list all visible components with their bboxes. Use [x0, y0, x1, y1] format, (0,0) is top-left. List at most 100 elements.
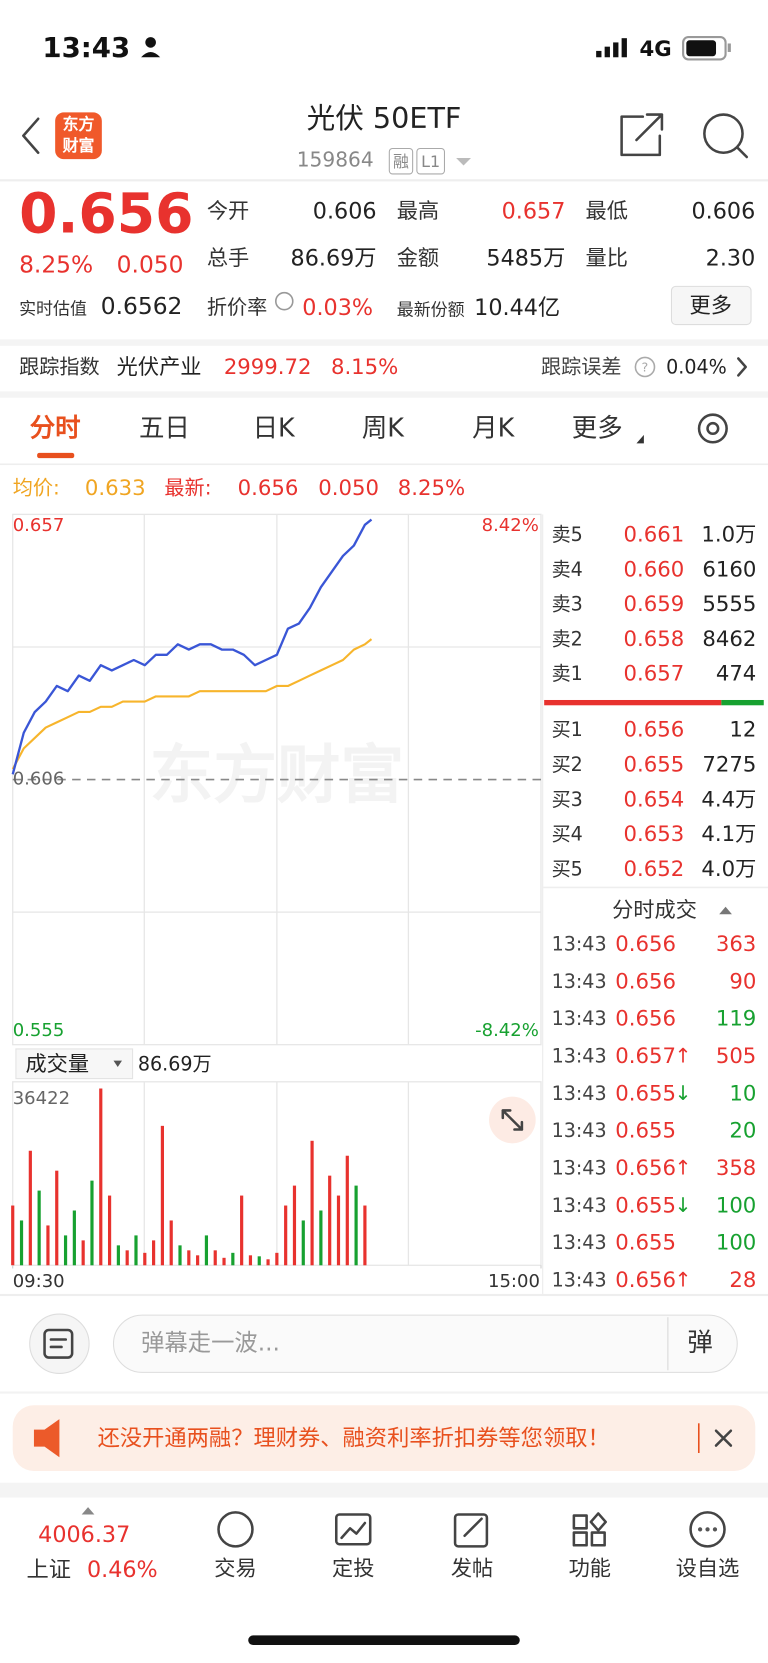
- volume-bar: [90, 1180, 94, 1266]
- price-line: [11, 518, 373, 775]
- book-label: 买1: [552, 718, 583, 741]
- close-button[interactable]: [714, 1429, 733, 1447]
- book-label: 卖3: [552, 593, 583, 616]
- trade-price: 0.656: [615, 1007, 676, 1032]
- book-price: 0.659: [623, 592, 684, 617]
- volume-bar: [363, 1205, 367, 1266]
- divider: [0, 463, 768, 466]
- help-icon[interactable]: [634, 356, 656, 378]
- book-price: 0.652: [623, 857, 684, 882]
- trade-time: 13:43: [552, 1007, 607, 1030]
- chevron[interactable]: [737, 357, 747, 377]
- tab[interactable]: 日K: [253, 414, 296, 444]
- index-pct[interactable]: 0.46%: [87, 1557, 158, 1583]
- book-volume: 8462: [702, 627, 756, 652]
- dropdown-arrow: [113, 1060, 122, 1067]
- trade-direction: ↓: [675, 1193, 692, 1217]
- volume-bar: [257, 1256, 261, 1266]
- book-volume: 7275: [702, 753, 756, 778]
- volume-bar: [125, 1250, 129, 1266]
- trade-time: 13:43: [552, 1156, 607, 1179]
- tab[interactable]: 月K: [472, 414, 515, 444]
- info-icon[interactable]: [275, 291, 294, 311]
- volume-bar: [345, 1155, 349, 1266]
- tab-indicator: [37, 452, 75, 459]
- last-price: 0.656: [19, 183, 193, 247]
- comment-input[interactable]: [112, 1314, 738, 1373]
- volume-bar: [46, 1225, 50, 1266]
- more-button[interactable]: [670, 285, 752, 326]
- dropdown-arrow[interactable]: [456, 158, 471, 166]
- book-volume: 5555: [702, 592, 756, 617]
- status-time: 13:43: [42, 31, 130, 64]
- volume-bar: [336, 1195, 341, 1266]
- volume-bar: [116, 1245, 120, 1266]
- volume-bar: [266, 1259, 270, 1266]
- more-button-label[interactable]: 更多: [690, 294, 732, 319]
- banner-text[interactable]: 还没开通两融？理财券、融资利率折扣券等您领取！: [98, 1426, 610, 1452]
- y-max-label: 0.657: [13, 515, 65, 536]
- help-icon: ?: [642, 360, 649, 375]
- stat-value: 0.6562: [101, 292, 183, 320]
- tracking-value: 2999.72: [224, 355, 312, 380]
- book-volume: 4.0万: [701, 857, 756, 882]
- expand-arrow[interactable]: [81, 1507, 95, 1515]
- tab[interactable]: 周K: [362, 414, 405, 444]
- book-price: 0.653: [623, 822, 684, 847]
- trade-volume: 119: [716, 1007, 756, 1032]
- search-button[interactable]: [703, 113, 749, 159]
- index-value[interactable]: 4006.37: [38, 1522, 130, 1548]
- share-button[interactable]: [620, 113, 664, 157]
- tab[interactable]: 五日: [139, 414, 190, 444]
- trade-time: 13:43: [552, 1194, 607, 1217]
- stat-label: 今开: [207, 199, 249, 224]
- book-volume: 12: [729, 718, 756, 743]
- book-price: 0.654: [623, 787, 684, 812]
- volume-label[interactable]: 成交量: [25, 1052, 89, 1077]
- volume-bar: [222, 1257, 226, 1266]
- latest-change: 0.050: [318, 476, 379, 501]
- pct-max-label: 8.42%: [482, 515, 539, 536]
- volume-selector[interactable]: [15, 1048, 134, 1080]
- trades-title: 分时成交: [612, 898, 697, 923]
- note-button[interactable]: [29, 1313, 90, 1374]
- book-volume: 1.0万: [701, 523, 756, 548]
- nav-item[interactable]: 设自选: [676, 1557, 740, 1582]
- danmaku-button[interactable]: 弹: [687, 1328, 712, 1358]
- tag-box: [388, 147, 414, 175]
- comment-placeholder[interactable]: 弹幕走一波...: [141, 1328, 280, 1356]
- sort-arrow: [719, 906, 732, 915]
- stat-label: 最新份额: [397, 301, 465, 321]
- stat-label: 量比: [586, 246, 628, 271]
- trade-direction: ↑: [675, 1155, 692, 1179]
- expand-button[interactable]: [489, 1096, 536, 1144]
- settings-button[interactable]: [697, 413, 728, 444]
- tab[interactable]: 分时: [30, 414, 81, 444]
- tab[interactable]: 更多: [572, 414, 623, 444]
- nav-item[interactable]: 功能: [569, 1557, 611, 1582]
- y-min-label: 0.555: [13, 1020, 65, 1041]
- banner[interactable]: [12, 1405, 756, 1472]
- trade-price: 0.655: [615, 1231, 676, 1256]
- volume-bar: [19, 1220, 24, 1266]
- volume-bar: [187, 1250, 191, 1266]
- book-label: 买3: [552, 788, 583, 811]
- logo-text: 财富: [63, 136, 95, 155]
- base-label: 0.606: [13, 769, 65, 790]
- volume-bar: [107, 1195, 112, 1266]
- divider: [0, 1391, 768, 1394]
- nav-item[interactable]: 交易: [214, 1557, 256, 1582]
- index-name[interactable]: 上证: [27, 1557, 72, 1583]
- nav-item[interactable]: 发帖: [451, 1557, 493, 1582]
- book-label: 卖5: [552, 523, 583, 546]
- volume-bar: [178, 1245, 182, 1266]
- nav-item[interactable]: 定投: [332, 1557, 374, 1582]
- stat-label: 总手: [207, 246, 249, 271]
- volume-bar: [240, 1195, 244, 1266]
- trade-price: 0.656: [615, 932, 676, 957]
- back-button[interactable]: [22, 117, 40, 154]
- trade-price: 0.656: [615, 969, 676, 994]
- stat-value: 0.606: [692, 199, 756, 225]
